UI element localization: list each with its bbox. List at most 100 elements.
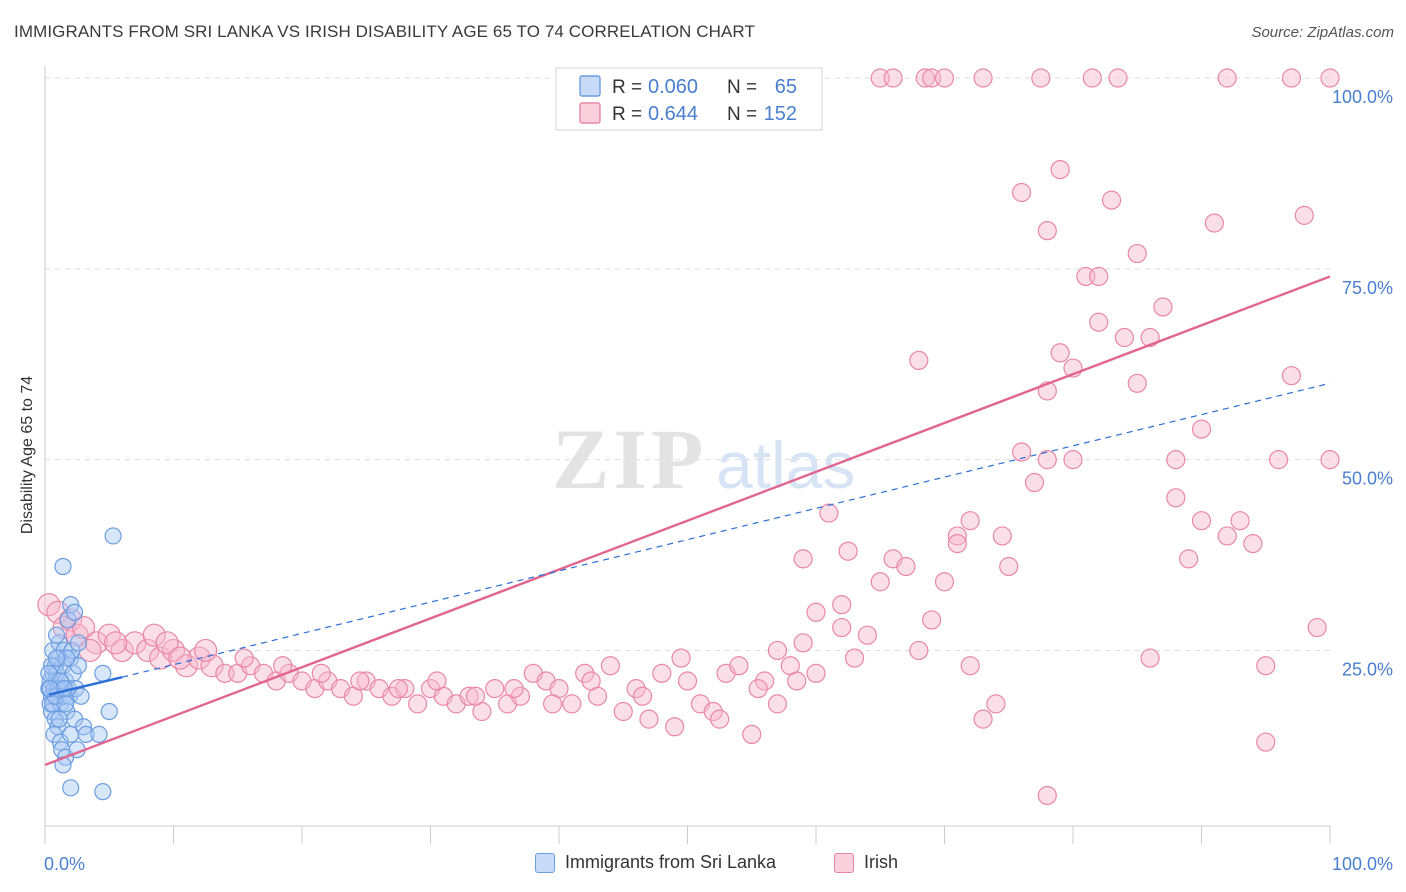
irish-point — [311, 663, 331, 683]
y-tick-label: 75.0% — [1342, 278, 1393, 298]
irish-point — [1037, 785, 1057, 806]
legend-item-sri-lanka: Immigrants from Sri Lanka — [535, 852, 776, 873]
axes — [44, 66, 1331, 844]
sri-lanka-point — [47, 626, 66, 644]
sri-lanka-point — [65, 603, 84, 621]
irish-point — [1140, 648, 1160, 668]
legend-swatch-irish — [579, 102, 601, 124]
irish-point — [1217, 68, 1237, 88]
irish-point — [1217, 526, 1237, 546]
irish-point — [857, 625, 878, 645]
irish-point — [1127, 373, 1147, 393]
grid — [45, 77, 1330, 651]
irish-point — [155, 631, 179, 655]
irish-point — [1031, 68, 1051, 88]
irish-point — [350, 671, 370, 691]
irish-point — [459, 686, 479, 706]
irish-point — [575, 663, 595, 683]
sri-lanka-point — [94, 783, 112, 801]
irish-point — [909, 350, 929, 371]
legend-r-label: R = — [612, 104, 642, 125]
irish-point — [1191, 511, 1212, 531]
sri-lanka-trend-solid — [48, 675, 123, 696]
sri-lanka-trend-dashed — [121, 382, 1331, 678]
irish-point — [947, 526, 967, 546]
sri-lanka-point — [54, 557, 72, 576]
x-tick-label: 0.0% — [44, 854, 85, 874]
irish-point — [922, 610, 942, 630]
irish-point — [1114, 327, 1135, 348]
irish-point — [1050, 343, 1070, 363]
irish-point — [1191, 419, 1212, 439]
legend-swatch-sri-lanka — [579, 75, 601, 97]
irish-point — [1108, 68, 1128, 88]
sri-lanka-point — [50, 710, 68, 728]
irish-point — [542, 694, 563, 714]
irish-point — [677, 671, 698, 691]
irish-point — [1281, 366, 1302, 386]
sri-lanka-point — [56, 695, 75, 713]
irish-point — [110, 638, 134, 663]
irish-point — [142, 623, 166, 647]
irish-point — [767, 694, 788, 714]
irish-point — [1037, 221, 1057, 241]
irish-point — [960, 656, 980, 676]
y-tick-label: 25.0% — [1342, 659, 1393, 679]
legend-label-sri-lanka: Immigrants from Sri Lanka — [565, 852, 777, 872]
irish-point — [37, 593, 61, 617]
irish-point — [934, 68, 955, 88]
sri-lanka-point — [72, 687, 90, 705]
y-tick-label: 50.0% — [1342, 469, 1393, 489]
irish-point — [1294, 205, 1314, 225]
irish-point — [992, 526, 1012, 546]
irish-point — [947, 533, 967, 554]
irish-point — [1204, 213, 1224, 233]
sri-lanka-point — [62, 779, 80, 797]
irish-point — [161, 638, 186, 663]
irish-point — [1281, 68, 1302, 88]
irish-point — [465, 686, 486, 706]
irish-point — [427, 671, 447, 691]
irish-point — [1179, 549, 1199, 569]
legend-n-value: 65 — [775, 76, 797, 98]
y-tick-label: 100.0% — [1332, 87, 1393, 107]
irish-point — [806, 602, 826, 622]
legend-swatch-pink — [834, 852, 854, 873]
irish-point — [1037, 450, 1057, 470]
legend-r-label: R = — [612, 77, 642, 98]
irish-point — [973, 68, 993, 88]
irish-point — [632, 686, 653, 706]
irish-point — [1063, 450, 1083, 470]
irish-point — [934, 572, 955, 592]
irish-point — [999, 556, 1019, 577]
x-tick-label: 100.0% — [1332, 854, 1393, 874]
irish-point — [870, 572, 890, 592]
irish-point — [806, 663, 826, 683]
legend-swatch-blue — [535, 852, 555, 873]
irish-point — [168, 646, 192, 670]
irish-point — [1166, 450, 1186, 470]
irish-point — [754, 671, 775, 691]
irish-trend-line — [44, 275, 1331, 767]
irish-point — [710, 709, 730, 729]
irish-point — [1243, 533, 1263, 554]
irish-point — [149, 646, 173, 670]
source-label: Source: ZipAtlas.com — [1251, 24, 1394, 41]
irish-point — [388, 679, 408, 699]
irish-point — [1089, 266, 1109, 287]
irish-point — [819, 503, 839, 523]
legend-r-value: 0.644 — [648, 103, 698, 125]
legend-label-irish: Irish — [864, 852, 899, 872]
legend-n-label: N = — [727, 104, 757, 125]
irish-point — [1101, 190, 1122, 210]
irish-point — [1011, 182, 1032, 203]
irish-point — [883, 68, 903, 88]
irish-point — [600, 656, 621, 676]
irish-point — [896, 556, 916, 577]
irish-point — [832, 595, 852, 615]
legend-n-value: 152 — [764, 103, 797, 125]
legend-n-label: N = — [727, 77, 757, 98]
irish-point — [1082, 68, 1102, 88]
irish-point — [973, 709, 993, 729]
